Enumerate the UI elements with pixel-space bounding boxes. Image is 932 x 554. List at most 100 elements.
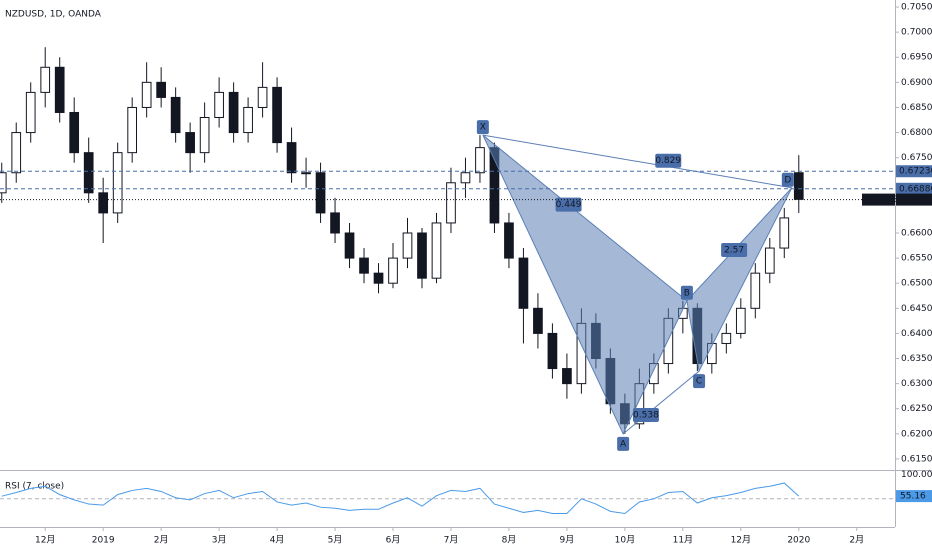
ratio-box xyxy=(555,197,582,212)
candle-body xyxy=(257,86,268,108)
candle-body xyxy=(243,106,253,134)
candle-body xyxy=(460,172,471,184)
price-label-box xyxy=(896,193,932,206)
pattern-fill xyxy=(482,134,688,436)
pattern-point-box xyxy=(781,172,794,187)
pattern-point-label: X xyxy=(480,123,486,133)
candle-body xyxy=(735,307,746,334)
candle-body xyxy=(793,172,804,200)
candle-body xyxy=(54,66,65,113)
x-tick-label: 4月 xyxy=(270,535,285,546)
pattern-leg xyxy=(622,370,700,435)
pattern-point-box xyxy=(693,374,706,389)
candle-body xyxy=(562,368,572,385)
ratio-label: 0.538 xyxy=(633,411,659,421)
candle-body xyxy=(446,182,456,224)
candle-body xyxy=(779,217,790,249)
symbol-label: NZDUSD xyxy=(866,195,905,205)
candle-body xyxy=(373,272,384,284)
candle-body xyxy=(402,232,413,259)
candle-body xyxy=(547,332,558,370)
x-tick-label: 5月 xyxy=(328,535,343,546)
candle-body xyxy=(330,212,340,234)
candle-body xyxy=(301,172,311,175)
price-label-box xyxy=(896,182,932,195)
candle-body xyxy=(475,147,485,174)
pattern-point-box xyxy=(476,120,489,135)
x-tick-label: 8月 xyxy=(502,535,517,546)
ratio-label: 0.449 xyxy=(556,200,582,210)
x-tick-label: 2019 xyxy=(92,536,115,546)
candle-body xyxy=(272,86,282,144)
candle-body xyxy=(764,247,775,274)
ratio-label: 2.57 xyxy=(724,245,744,255)
candle-body xyxy=(431,222,442,279)
candle-body xyxy=(388,257,398,284)
x-tick-label: 2020 xyxy=(787,536,810,546)
x-tick-label: 11月 xyxy=(673,535,693,546)
x-tick-label: 2月 xyxy=(849,535,864,546)
pattern-point-label: D xyxy=(784,175,791,185)
pattern-point-box xyxy=(617,436,630,451)
candle-body xyxy=(721,332,732,344)
ratio-box xyxy=(632,408,659,423)
candle-body xyxy=(156,81,166,98)
ratio-box xyxy=(655,153,682,168)
candle-body xyxy=(228,91,239,134)
candle-body xyxy=(533,307,543,334)
symbol-box xyxy=(862,193,895,206)
x-tick-label: 10月 xyxy=(615,535,635,546)
candle-body xyxy=(83,152,94,194)
rsi-value-box xyxy=(896,490,932,503)
pattern-point-box xyxy=(680,285,693,300)
candle-body xyxy=(141,81,152,108)
ratio-label: 0.829 xyxy=(655,156,681,166)
x-tick-label: 9月 xyxy=(560,535,575,546)
pattern-leg xyxy=(482,134,792,189)
candle-body xyxy=(214,91,224,119)
candle-body xyxy=(170,96,181,134)
ratio-box xyxy=(721,242,748,257)
candle-body xyxy=(199,117,210,154)
x-tick-label: 3月 xyxy=(212,535,227,546)
candle-body xyxy=(417,232,427,279)
candle-body xyxy=(40,66,51,93)
pattern-point-label: C xyxy=(696,377,702,387)
candle-body xyxy=(127,106,138,154)
y-tick-label: 0.61500 xyxy=(901,454,932,464)
candle-body xyxy=(0,172,7,194)
x-tick-label: 6月 xyxy=(386,535,401,546)
rsi-title: RSI (7, close) xyxy=(5,482,64,492)
price-label: 0.66665 xyxy=(899,195,932,205)
rsi-tick-label: 100.00 xyxy=(901,470,932,480)
pattern-point-label: B xyxy=(684,288,690,298)
candle-body xyxy=(344,232,355,259)
candle-body xyxy=(286,142,297,174)
x-tick-label: 12月 xyxy=(35,535,55,546)
candle-body xyxy=(750,272,761,309)
candle-body xyxy=(98,192,109,214)
candle-body xyxy=(112,152,123,214)
candle-body xyxy=(504,222,514,259)
candle-body xyxy=(185,132,195,154)
price-label-box xyxy=(896,165,932,178)
candle-body xyxy=(315,172,326,214)
pattern-point-label: A xyxy=(620,439,627,449)
